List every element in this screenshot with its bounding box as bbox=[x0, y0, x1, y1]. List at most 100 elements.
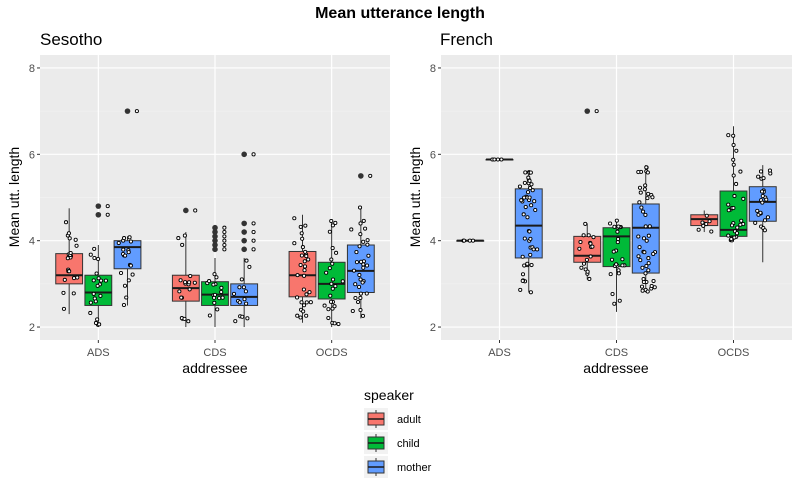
jitter-point bbox=[88, 300, 93, 305]
jitter-point bbox=[709, 229, 714, 234]
jitter-point bbox=[178, 278, 183, 283]
jitter-point bbox=[71, 291, 76, 296]
jitter-point bbox=[354, 250, 359, 255]
jitter-point bbox=[620, 257, 625, 262]
jitter-point bbox=[738, 169, 743, 174]
box-mother-CDS bbox=[631, 165, 660, 294]
jitter-point bbox=[614, 262, 619, 267]
jitter-point bbox=[528, 170, 533, 175]
jitter-point bbox=[761, 176, 766, 181]
jitter-point bbox=[647, 224, 652, 229]
jitter-point bbox=[298, 224, 303, 229]
legend-label-adult: adult bbox=[397, 414, 421, 426]
jitter-point bbox=[704, 213, 709, 218]
jitter-point bbox=[328, 293, 333, 298]
jitter-point bbox=[328, 299, 334, 304]
jitter-point bbox=[298, 315, 303, 320]
jitter-point bbox=[583, 221, 588, 226]
figure-title: Mean utterance length bbox=[315, 5, 485, 22]
jitter-point bbox=[529, 262, 534, 268]
jitter-point bbox=[521, 212, 526, 217]
jitter-point bbox=[329, 218, 334, 224]
jitter-point bbox=[364, 263, 370, 268]
plot-area-french: 2 4 6 8 ADS CDS OCDS bbox=[430, 55, 792, 359]
jitter-point bbox=[91, 278, 96, 283]
jitter-point bbox=[645, 170, 650, 175]
outlier-point bbox=[241, 229, 247, 235]
jitter-point bbox=[324, 270, 329, 275]
jitter-point bbox=[530, 188, 535, 193]
jitter-point bbox=[73, 237, 78, 242]
jitter-point bbox=[522, 180, 527, 185]
jitter-point bbox=[349, 227, 354, 232]
box-mother-OCDS bbox=[346, 173, 375, 319]
jitter-point bbox=[591, 235, 596, 240]
jitter-point bbox=[330, 246, 335, 251]
jitter-point bbox=[74, 243, 79, 248]
jitter-point bbox=[330, 223, 335, 228]
jitter-point bbox=[301, 273, 307, 278]
jitter-point bbox=[292, 241, 297, 246]
jitter-point bbox=[614, 218, 619, 223]
box-adult-CDS bbox=[573, 108, 602, 282]
jitter-point bbox=[68, 250, 73, 256]
jitter-point bbox=[96, 256, 101, 262]
jitter-point bbox=[577, 246, 582, 251]
jitter-point bbox=[212, 272, 217, 277]
jitter-point bbox=[528, 186, 533, 191]
jitter-point bbox=[527, 178, 532, 183]
jitter-point bbox=[529, 203, 534, 208]
jitter-point bbox=[180, 242, 185, 247]
jitter-point bbox=[739, 218, 744, 223]
box-body bbox=[346, 244, 375, 293]
jitter-point bbox=[67, 236, 72, 241]
jitter-point bbox=[636, 234, 641, 239]
jitter-point bbox=[366, 253, 371, 258]
jitter-point bbox=[332, 304, 337, 309]
jitter-point bbox=[251, 229, 256, 235]
outlier-point bbox=[183, 207, 189, 214]
jitter-point bbox=[734, 148, 739, 153]
jitter-point bbox=[247, 264, 252, 269]
jitter-point bbox=[300, 245, 305, 250]
box-child-ADS bbox=[485, 157, 514, 162]
jitter-point bbox=[639, 205, 644, 210]
jitter-point bbox=[295, 273, 300, 278]
outlier-point bbox=[212, 233, 218, 240]
jitter-point bbox=[701, 223, 706, 228]
x-tick-label: CDS bbox=[605, 347, 628, 359]
jitter-point bbox=[520, 278, 525, 283]
jitter-point bbox=[360, 280, 365, 285]
jitter-point bbox=[94, 271, 99, 276]
jitter-point bbox=[292, 216, 297, 221]
legend-keys: adult child mother bbox=[364, 408, 432, 478]
jitter-point bbox=[368, 173, 373, 178]
legend-item-mother: mother bbox=[364, 456, 432, 478]
jitter-point bbox=[364, 291, 369, 296]
box-mother-OCDS bbox=[748, 165, 777, 263]
jitter-point bbox=[363, 226, 368, 231]
jitter-point bbox=[97, 322, 102, 327]
box-child-ADS bbox=[84, 203, 113, 328]
jitter-point bbox=[527, 195, 532, 200]
jitter-point bbox=[245, 316, 250, 321]
jitter-point bbox=[187, 280, 192, 285]
box-adult-OCDS bbox=[288, 214, 317, 323]
jitter-point bbox=[520, 254, 525, 259]
box-adult-ADS bbox=[55, 208, 84, 315]
jitter-point bbox=[62, 277, 67, 282]
jitter-point bbox=[193, 208, 198, 213]
jitter-point bbox=[333, 220, 338, 225]
jitter-point bbox=[330, 286, 335, 291]
box-adult-OCDS bbox=[690, 210, 719, 234]
jitter-point bbox=[222, 247, 227, 252]
box-child-OCDS bbox=[719, 126, 748, 243]
jitter-point bbox=[207, 313, 212, 318]
panel-title-french: French bbox=[440, 30, 493, 49]
y-tick-label: 6 bbox=[430, 149, 436, 161]
y-tick-label: 2 bbox=[29, 322, 35, 334]
jitter-point bbox=[738, 222, 743, 227]
jitter-point bbox=[220, 295, 225, 300]
jitter-point bbox=[520, 272, 526, 277]
jitter-point bbox=[186, 319, 191, 324]
